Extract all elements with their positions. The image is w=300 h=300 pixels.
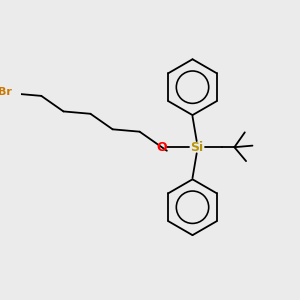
- Text: Si: Si: [190, 141, 203, 154]
- Text: O: O: [157, 141, 167, 154]
- Text: Br: Br: [0, 87, 11, 97]
